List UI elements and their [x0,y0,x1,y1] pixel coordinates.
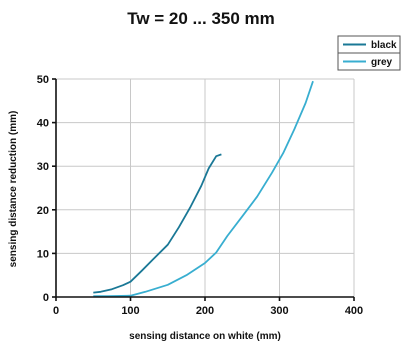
x-tick-label: 0 [53,305,59,317]
x-tick-label: 200 [196,305,214,317]
x-tick-label: 100 [121,305,139,317]
x-tick-label: 300 [270,305,288,317]
y-tick-label: 10 [37,248,49,260]
tick-labels: 0 100 200 300 400 0 10 20 30 40 50 [37,74,363,317]
x-axis-label: sensing distance on white (mm) [129,331,281,342]
y-tick-label: 0 [43,292,49,304]
legend-label-black: black [371,40,397,51]
series-layer [93,80,314,297]
legend: black grey [337,35,401,71]
y-tick-label: 50 [37,74,49,86]
y-tick-label: 40 [37,118,49,130]
chart-title: Tw = 20 ... 350 mm [127,9,275,28]
series-line-grey [93,80,314,297]
y-axis-label: sensing distance reduction (mm) [8,111,19,268]
y-tick-label: 30 [37,161,49,173]
y-tick-label: 20 [37,205,49,217]
grid-lines [55,78,355,298]
series-line-black [93,153,222,294]
legend-label-grey: grey [371,57,393,68]
x-tick-label: 400 [345,305,363,317]
